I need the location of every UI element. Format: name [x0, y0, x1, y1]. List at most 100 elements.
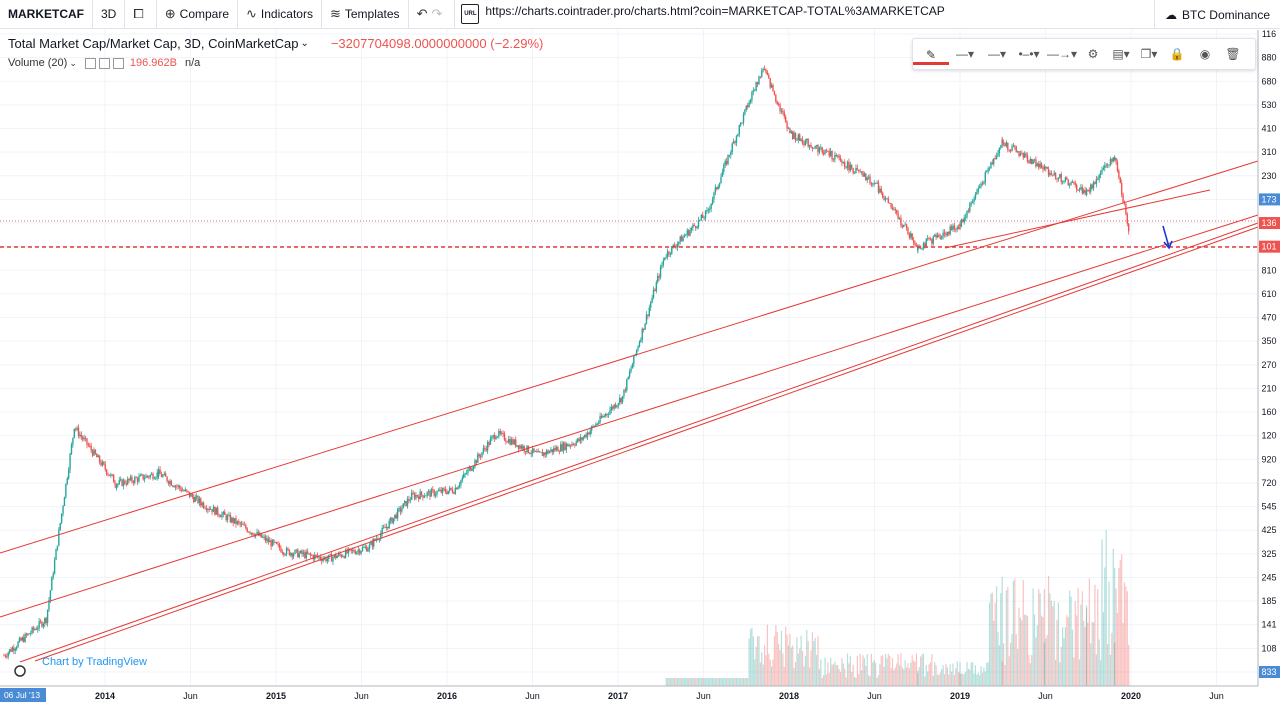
eye-icon[interactable]: ◉ — [1199, 47, 1211, 61]
candle-body — [408, 498, 410, 501]
indicators-button[interactable]: ∿ Indicators — [238, 0, 322, 29]
undo-icon[interactable]: ↶ — [416, 6, 428, 21]
candle-body — [281, 552, 284, 553]
candle-body — [799, 134, 801, 141]
price-axis-label: 530 — [1261, 100, 1276, 110]
volume-bar — [863, 658, 865, 686]
candle-body — [699, 219, 701, 221]
candle-body — [862, 171, 864, 177]
candle-body — [239, 522, 241, 525]
candle-body — [872, 183, 874, 185]
volume-bar — [1049, 593, 1051, 686]
compare-button[interactable]: ⊕ Compare — [157, 0, 239, 29]
volume-bar — [866, 654, 868, 686]
price-axis: 116 880 680 530 410 310 230 173 136 101 810 610 470 3… — [1257, 29, 1280, 686]
price-axis-label: 470 — [1261, 313, 1276, 323]
candle-body — [825, 150, 828, 152]
candle-body — [845, 167, 847, 168]
candle-body — [721, 171, 724, 177]
eye-icon[interactable] — [84, 57, 96, 69]
volume-label[interactable]: Volume (20) — [8, 57, 68, 69]
candle-body — [121, 479, 123, 486]
trendline — [34, 226, 1259, 662]
gear-icon[interactable]: ⚙ — [1087, 47, 1099, 61]
candle-body — [588, 432, 590, 435]
layers-icon[interactable]: ▤▾ — [1112, 47, 1130, 61]
candle-body — [256, 532, 258, 534]
volume-bar — [838, 668, 840, 686]
pencil-icon[interactable]: ✎ — [913, 48, 949, 65]
candle-body — [374, 539, 376, 541]
line-width-dropdown[interactable]: —▾ — [987, 47, 1007, 61]
candle-body — [506, 441, 509, 443]
line-end-dropdown[interactable]: —→▾ — [1046, 47, 1078, 61]
volume-bar — [967, 668, 970, 686]
volume-bar — [928, 664, 930, 686]
candle-body — [197, 496, 199, 504]
candle-body — [599, 415, 601, 423]
candle-body — [747, 105, 749, 107]
candle-body — [752, 90, 755, 92]
btc-dominance-button[interactable]: ☁ BTC Dominance — [1153, 0, 1280, 29]
candle-body — [1043, 166, 1046, 169]
volume-bar — [1111, 632, 1113, 686]
candle-body — [978, 186, 981, 189]
chart-type-button[interactable]: ⧠ — [125, 0, 157, 29]
clone-icon[interactable]: ❐▾ — [1140, 47, 1158, 61]
volume-bar — [893, 669, 895, 686]
price-axis-label: 160 — [1261, 407, 1276, 417]
volume-bar — [1128, 644, 1130, 686]
lock-icon[interactable]: 🔒 — [1169, 47, 1185, 61]
templates-button[interactable]: ≋ Templates — [322, 0, 409, 29]
candle-body — [991, 162, 994, 165]
candle-body — [1038, 163, 1040, 168]
trash-icon[interactable]: 🗑 — [1225, 47, 1241, 61]
candle-body — [1039, 163, 1041, 168]
chevron-down-icon[interactable]: ⌄ — [300, 38, 309, 49]
tradingview-attribution[interactable]: Chart by TradingView — [42, 656, 147, 668]
candle-body — [869, 176, 871, 184]
volume-bar — [669, 678, 671, 686]
candle-body — [143, 478, 146, 480]
redo-icon[interactable]: ↷ — [431, 6, 443, 21]
candle-body — [769, 78, 771, 88]
price-axis-label: 310 — [1261, 147, 1276, 157]
candle-body — [620, 397, 622, 403]
volume-bar — [962, 673, 964, 686]
candle-body — [342, 556, 344, 558]
volume-bar — [876, 677, 878, 686]
candle-body — [51, 577, 53, 591]
volume-bar — [766, 624, 768, 686]
time-axis-label: 2019 — [950, 691, 970, 701]
volume-bar — [914, 661, 916, 686]
volume-bar — [839, 671, 842, 686]
candle-body — [952, 225, 954, 230]
candle-body — [70, 444, 73, 454]
candle-body — [299, 550, 302, 554]
settings-icon[interactable] — [98, 57, 110, 69]
close-icon[interactable] — [112, 57, 124, 69]
candle-body — [1101, 169, 1103, 173]
candle-body — [921, 248, 923, 250]
interval-button[interactable]: 3D — [93, 0, 126, 29]
candle-body — [593, 425, 596, 427]
candle-body — [423, 496, 426, 498]
volume-bar — [1021, 620, 1023, 686]
candle-body — [93, 449, 95, 456]
candle-body — [761, 70, 763, 77]
line-style-dropdown[interactable]: •–•▾ — [1018, 47, 1040, 61]
legend-title[interactable]: Total Market Cap/Market Cap, 3D, CoinMar… — [8, 36, 299, 51]
volume-bar — [959, 673, 961, 686]
drawing-toolbar: ✎ —▾ —▾ •–•▾ —→▾ ⚙ ▤▾ ❐▾ 🔒 ◉ 🗑 — [912, 38, 1256, 70]
symbol-search-button[interactable]: MARKETCAF — [0, 0, 93, 29]
volume-bar — [1122, 622, 1124, 686]
line-color-dropdown[interactable]: —▾ — [955, 47, 975, 61]
candle-body — [534, 451, 537, 452]
candle-body — [956, 227, 958, 230]
chevron-down-icon[interactable]: ⌄ — [69, 57, 77, 68]
candle-body — [1008, 149, 1010, 151]
candle-body — [448, 487, 451, 491]
candle-body — [647, 314, 649, 316]
candle-body — [1084, 190, 1086, 193]
